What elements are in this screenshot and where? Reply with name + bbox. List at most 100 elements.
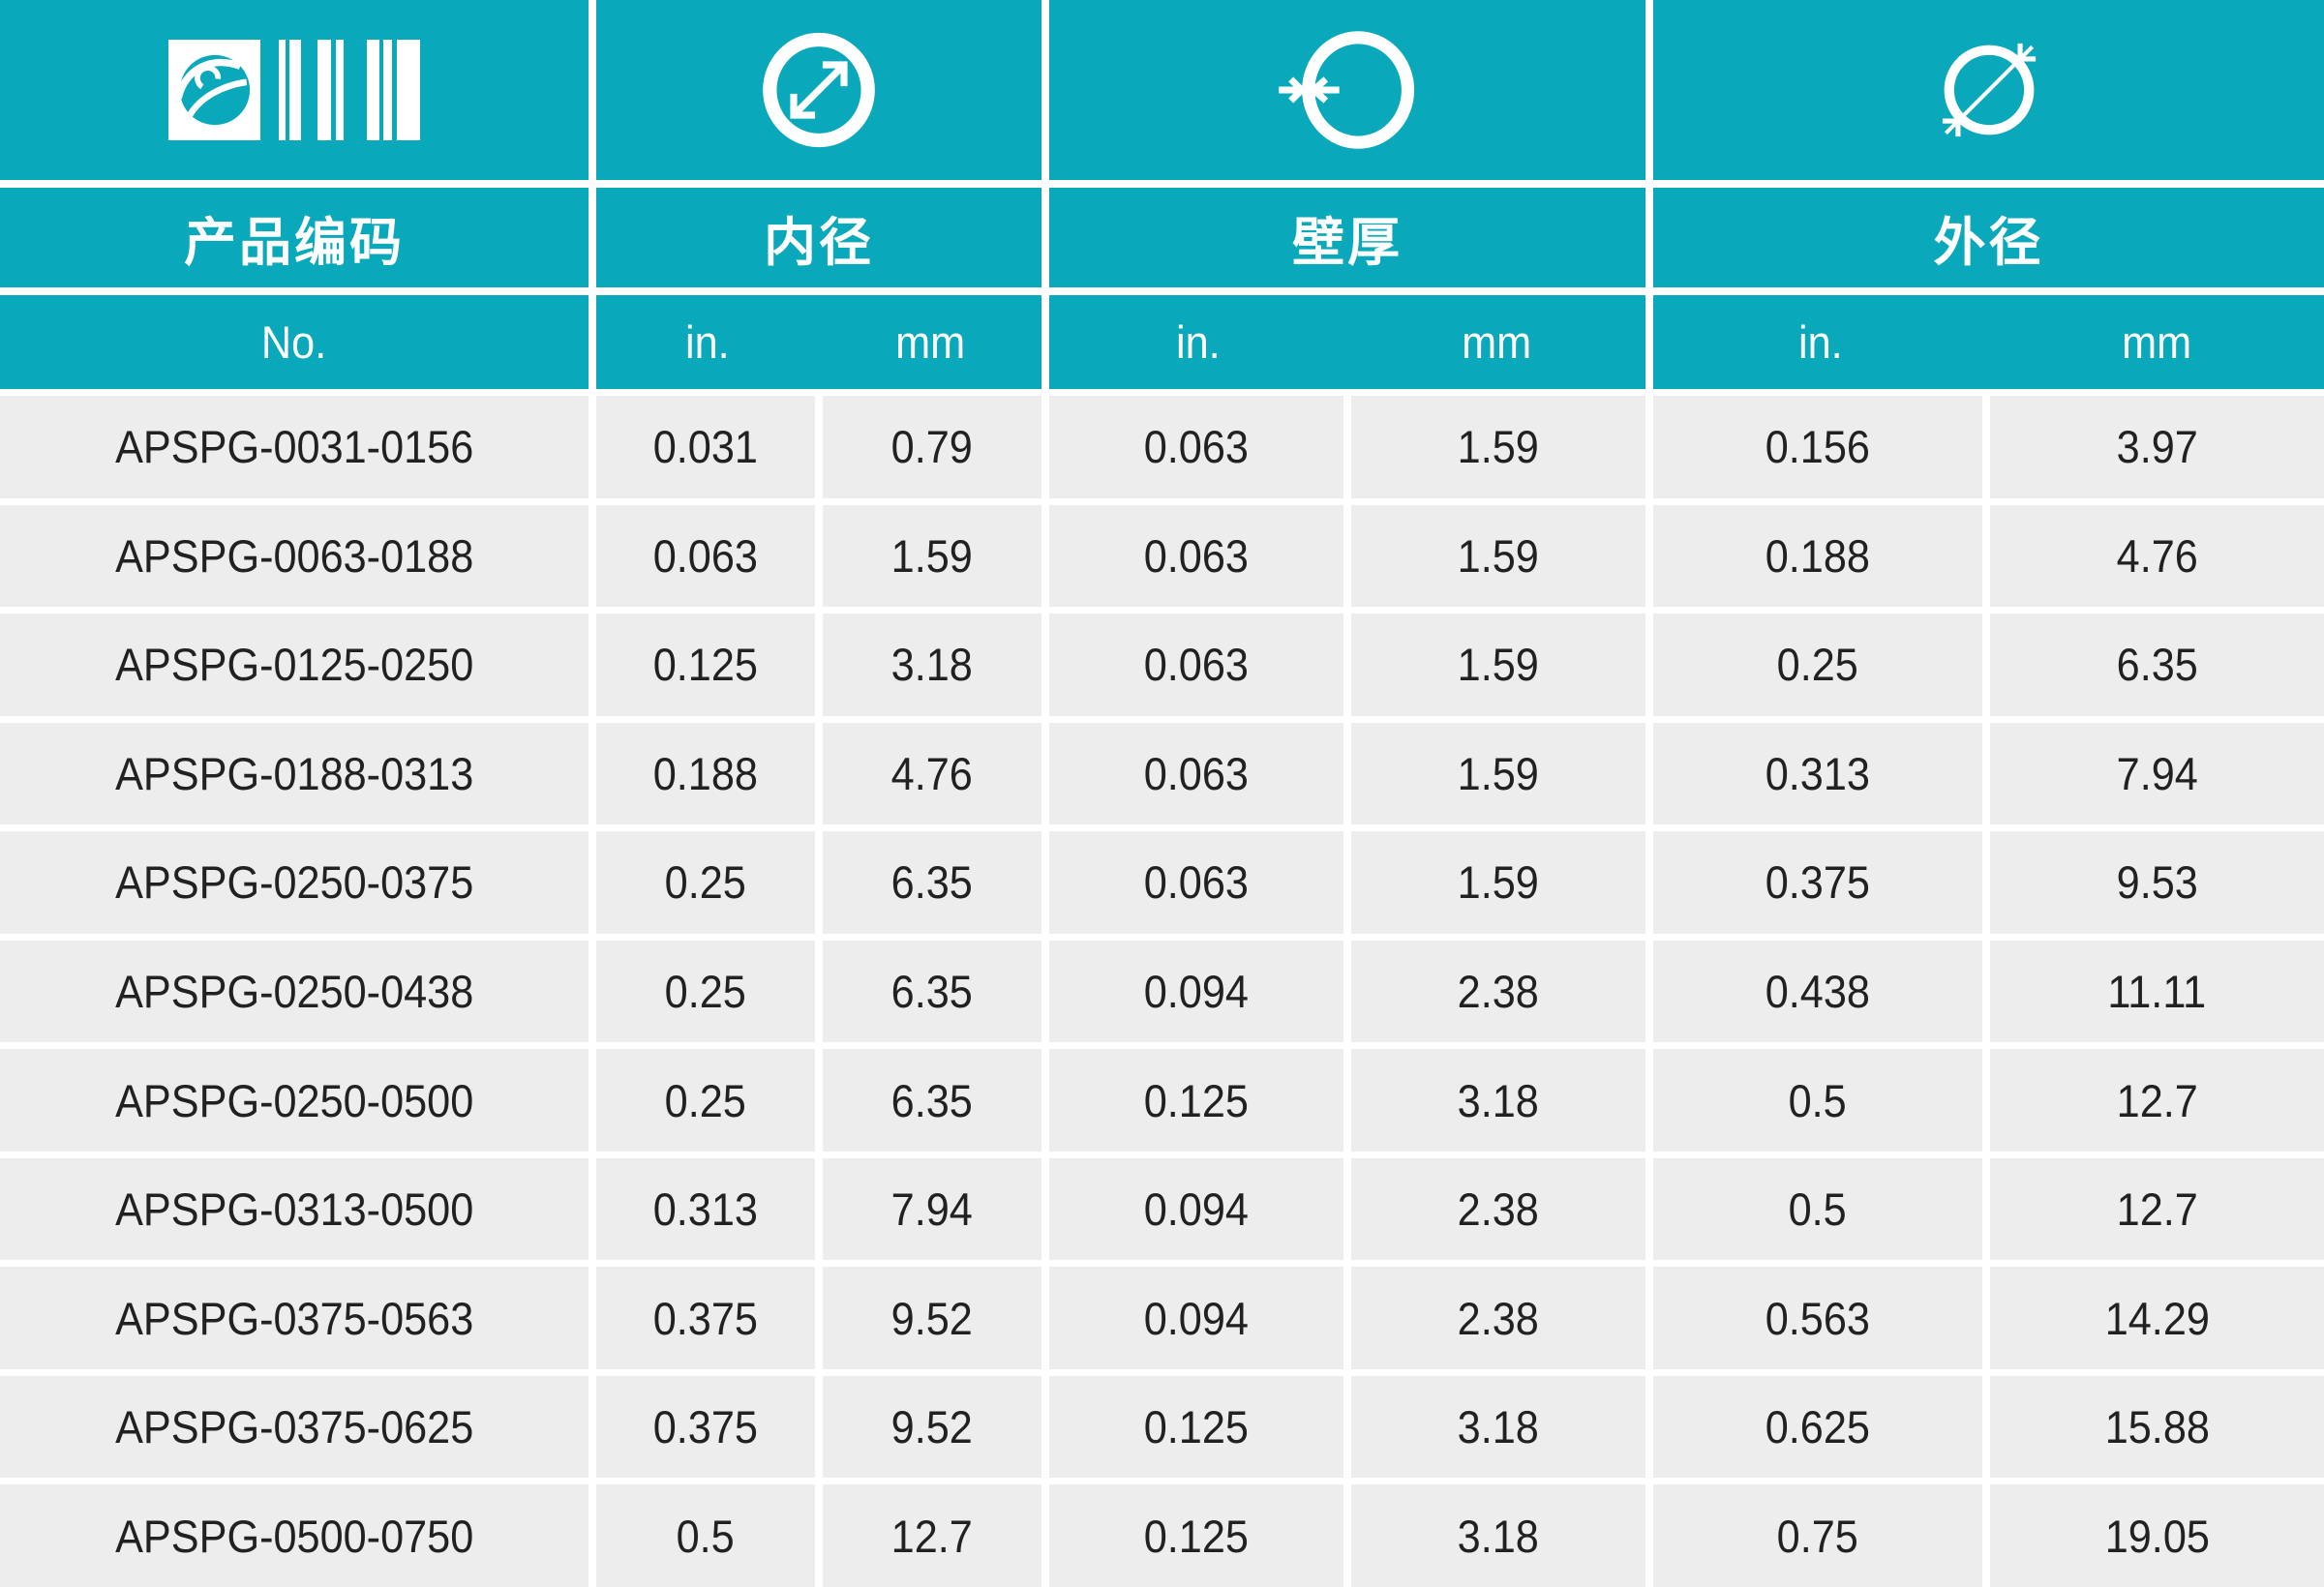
inner-diameter-in-value: 0.313 bbox=[652, 1183, 759, 1236]
inner-diameter-in-value: 0.25 bbox=[664, 966, 747, 1017]
table-row: APSPG-0313-0500 0.313 7.94 0.094 2.38 0.… bbox=[0, 1157, 2324, 1261]
globe-icon bbox=[174, 54, 250, 126]
table-row: APSPG-0250-0500 0.25 6.35 0.125 3.18 0.5… bbox=[0, 1049, 2324, 1152]
inner-diameter-in-cell: 0.25 bbox=[596, 940, 815, 1043]
inner-diameter-in-value: 0.063 bbox=[652, 529, 759, 582]
outer-diameter-mm-cell: 6.35 bbox=[1990, 614, 2324, 716]
inner-diameter-mm-cell: 9.52 bbox=[823, 1375, 1041, 1479]
outer-diameter-in-value: 0.438 bbox=[1765, 966, 1871, 1017]
outer-diameter-in-cell: 0.375 bbox=[1653, 831, 1982, 934]
wall-thickness-mm-value: 1.59 bbox=[1457, 639, 1540, 691]
unit-header-row: No. in. mm in. mm in. mm bbox=[0, 295, 2324, 389]
wall-thickness-in-value: 0.125 bbox=[1143, 1510, 1250, 1562]
product-code-cell: APSPG-0250-0438 bbox=[0, 940, 589, 1043]
inner-diameter-in-value: 0.25 bbox=[664, 1074, 747, 1126]
inner-diameter-in-value: 0.375 bbox=[652, 1292, 759, 1344]
inner-diameter-icon-cell bbox=[596, 0, 1041, 180]
wall-thickness-icon bbox=[1279, 31, 1415, 149]
wall-thickness-in-cell: 0.125 bbox=[1049, 1375, 1343, 1479]
product-code-label: 产品编码 bbox=[184, 214, 405, 272]
outer-diameter-mm-cell: 15.88 bbox=[1990, 1375, 2324, 1479]
inner-diameter-mm-cell: 6.35 bbox=[823, 831, 1041, 934]
outer-diameter-mm-cell: 11.11 bbox=[1990, 940, 2324, 1043]
wall-thickness-mm-value: 3.18 bbox=[1457, 1510, 1540, 1562]
table-row: APSPG-0375-0563 0.375 9.52 0.094 2.38 0.… bbox=[0, 1267, 2324, 1369]
inner-diameter-label: 内径 bbox=[764, 214, 874, 272]
inner-diameter-mm-value: 0.79 bbox=[890, 421, 974, 473]
outer-diameter-mm-cell: 12.7 bbox=[1990, 1157, 2324, 1261]
inner-diameter-mm-cell: 6.35 bbox=[823, 940, 1041, 1043]
wall-thickness-in-cell: 0.125 bbox=[1049, 1049, 1343, 1152]
inner-diameter-in-cell: 0.063 bbox=[596, 504, 815, 608]
inner-diameter-icon bbox=[763, 32, 875, 148]
table-row: APSPG-0031-0156 0.031 0.79 0.063 1.59 0.… bbox=[0, 396, 2324, 498]
inner-diameter-in-value: 0.125 bbox=[652, 639, 759, 691]
wall-thickness-in-cell: 0.063 bbox=[1049, 831, 1343, 934]
inner-diameter-units-cell: in. mm bbox=[596, 295, 1041, 389]
inner-diameter-in-cell: 0.25 bbox=[596, 831, 815, 934]
inner-diameter-in-cell: 0.25 bbox=[596, 1049, 815, 1152]
outer-diameter-mm-cell: 19.05 bbox=[1990, 1484, 2324, 1587]
wall-thickness-mm-cell: 1.59 bbox=[1351, 831, 1645, 934]
wall-thickness-mm-value: 3.18 bbox=[1457, 1074, 1540, 1126]
product-code: APSPG-0250-0375 bbox=[114, 856, 474, 909]
product-code-cell: APSPG-0250-0375 bbox=[0, 831, 589, 934]
outer-diameter-in-cell: 0.5 bbox=[1653, 1157, 1982, 1261]
wall-thickness-mm-cell: 2.38 bbox=[1351, 1157, 1645, 1261]
inner-diameter-in-value: 0.031 bbox=[652, 421, 759, 473]
outer-diameter-in-value: 0.156 bbox=[1765, 421, 1871, 473]
wall-thickness-mm-value: 1.59 bbox=[1457, 529, 1540, 582]
inner-diameter-in-value: 0.5 bbox=[676, 1510, 736, 1562]
outer-diameter-mm-value: 19.05 bbox=[2104, 1510, 2210, 1562]
outer-diameter-in-cell: 0.625 bbox=[1653, 1375, 1982, 1479]
wall-thickness-in-value: 0.063 bbox=[1143, 639, 1250, 691]
product-code-header: 产品编码 bbox=[0, 188, 589, 287]
outer-diameter-in-value: 0.5 bbox=[1788, 1074, 1848, 1126]
outer-diameter-mm-cell: 7.94 bbox=[1990, 722, 2324, 825]
inner-diameter-in-value: 0.25 bbox=[664, 856, 747, 909]
inner-diameter-mm-value: 12.7 bbox=[890, 1510, 974, 1562]
wall-thickness-in-label: in. bbox=[1176, 316, 1221, 368]
outer-diameter-mm-cell: 14.29 bbox=[1990, 1267, 2324, 1369]
inner-diameter-in-cell: 0.375 bbox=[596, 1267, 815, 1369]
inner-diameter-mm-cell: 12.7 bbox=[823, 1484, 1041, 1587]
outer-diameter-mm-cell: 4.76 bbox=[1990, 504, 2324, 608]
inner-diameter-mm-cell: 3.18 bbox=[823, 614, 1041, 716]
inner-diameter-mm-cell: 0.79 bbox=[823, 396, 1041, 498]
outer-diameter-in-label: in. bbox=[1798, 316, 1844, 368]
product-code-cell: APSPG-0375-0625 bbox=[0, 1375, 589, 1479]
product-code: APSPG-0188-0313 bbox=[114, 747, 474, 799]
product-code-cell: APSPG-0250-0500 bbox=[0, 1049, 589, 1152]
table-row: APSPG-0250-0438 0.25 6.35 0.094 2.38 0.4… bbox=[0, 940, 2324, 1043]
wall-thickness-in-value: 0.125 bbox=[1143, 1401, 1250, 1453]
wall-thickness-mm-cell: 2.38 bbox=[1351, 1267, 1645, 1369]
wall-thickness-mm-cell: 2.38 bbox=[1351, 940, 1645, 1043]
product-code: APSPG-0375-0563 bbox=[114, 1292, 474, 1344]
wall-thickness-in-value: 0.094 bbox=[1143, 1292, 1250, 1344]
table-row: APSPG-0125-0250 0.125 3.18 0.063 1.59 0.… bbox=[0, 614, 2324, 716]
wall-thickness-in-cell: 0.063 bbox=[1049, 396, 1343, 498]
wall-thickness-icon-cell bbox=[1049, 0, 1645, 180]
outer-diameter-mm-cell: 9.53 bbox=[1990, 831, 2324, 934]
no-header-label: No. bbox=[261, 316, 327, 368]
wall-thickness-mm-value: 1.59 bbox=[1457, 747, 1540, 799]
product-code: APSPG-0500-0750 bbox=[114, 1510, 474, 1562]
inner-diameter-in-cell: 0.125 bbox=[596, 614, 815, 716]
inner-diameter-in-cell: 0.5 bbox=[596, 1484, 815, 1587]
wall-thickness-mm-value: 2.38 bbox=[1457, 966, 1540, 1017]
inner-diameter-in-cell: 0.031 bbox=[596, 396, 815, 498]
outer-diameter-mm-value: 6.35 bbox=[2116, 639, 2198, 691]
outer-diameter-mm-value: 11.11 bbox=[2107, 966, 2207, 1017]
outer-diameter-icon bbox=[1942, 43, 2036, 137]
inner-diameter-mm-value: 9.52 bbox=[890, 1292, 974, 1344]
wall-thickness-mm-value: 2.38 bbox=[1457, 1183, 1540, 1236]
outer-diameter-mm-value: 12.7 bbox=[2116, 1183, 2198, 1236]
outer-diameter-in-value: 0.375 bbox=[1765, 856, 1871, 909]
globe-logo-icon bbox=[168, 40, 260, 140]
outer-diameter-in-cell: 0.563 bbox=[1653, 1267, 1982, 1369]
wall-thickness-label: 壁厚 bbox=[1292, 214, 1403, 272]
inner-diameter-mm-value: 7.94 bbox=[890, 1183, 974, 1236]
inner-diameter-mm-value: 1.59 bbox=[890, 529, 974, 582]
icon-header-row bbox=[0, 0, 2324, 180]
